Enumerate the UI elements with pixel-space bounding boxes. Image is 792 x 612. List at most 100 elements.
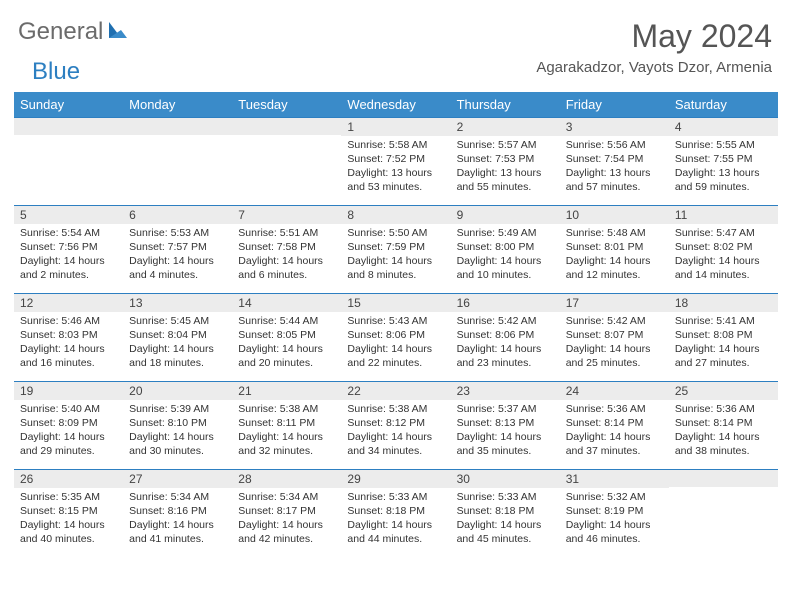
day-number: 17 (560, 293, 669, 312)
daylight-text: Daylight: 14 hours and 14 minutes. (675, 255, 772, 283)
sunrise-text: Sunrise: 5:50 AM (347, 227, 444, 241)
calendar-day-cell: 23Sunrise: 5:37 AMSunset: 8:13 PMDayligh… (451, 381, 560, 469)
daylight-text: Daylight: 13 hours and 53 minutes. (347, 167, 444, 195)
brand-logo: General (14, 18, 131, 46)
sunrise-text: Sunrise: 5:37 AM (457, 403, 554, 417)
day-details: Sunrise: 5:38 AMSunset: 8:12 PMDaylight:… (341, 400, 450, 462)
day-details: Sunrise: 5:42 AMSunset: 8:07 PMDaylight:… (560, 312, 669, 374)
day-details: Sunrise: 5:34 AMSunset: 8:16 PMDaylight:… (123, 488, 232, 550)
day-number: 5 (14, 205, 123, 224)
calendar-day-cell: 13Sunrise: 5:45 AMSunset: 8:04 PMDayligh… (123, 293, 232, 381)
day-number: 3 (560, 117, 669, 136)
day-details: Sunrise: 5:42 AMSunset: 8:06 PMDaylight:… (451, 312, 560, 374)
daylight-text: Daylight: 14 hours and 27 minutes. (675, 343, 772, 371)
calendar-day-cell: 16Sunrise: 5:42 AMSunset: 8:06 PMDayligh… (451, 293, 560, 381)
day-details: Sunrise: 5:40 AMSunset: 8:09 PMDaylight:… (14, 400, 123, 462)
empty-daynum (123, 117, 232, 135)
title-block: May 2024 Agarakadzor, Vayots Dzor, Armen… (536, 18, 778, 76)
day-details: Sunrise: 5:57 AMSunset: 7:53 PMDaylight:… (451, 136, 560, 198)
daylight-text: Daylight: 14 hours and 29 minutes. (20, 431, 117, 459)
daylight-text: Daylight: 13 hours and 59 minutes. (675, 167, 772, 195)
calendar-day-cell: 4Sunrise: 5:55 AMSunset: 7:55 PMDaylight… (669, 117, 778, 205)
empty-daynum (669, 469, 778, 487)
day-details: Sunrise: 5:34 AMSunset: 8:17 PMDaylight:… (232, 488, 341, 550)
calendar-day-cell: 11Sunrise: 5:47 AMSunset: 8:02 PMDayligh… (669, 205, 778, 293)
daylight-text: Daylight: 14 hours and 4 minutes. (129, 255, 226, 283)
day-details: Sunrise: 5:41 AMSunset: 8:08 PMDaylight:… (669, 312, 778, 374)
brand-sail-icon (107, 20, 129, 45)
daylight-text: Daylight: 14 hours and 8 minutes. (347, 255, 444, 283)
day-number: 19 (14, 381, 123, 400)
sunset-text: Sunset: 8:14 PM (566, 417, 663, 431)
day-number: 6 (123, 205, 232, 224)
calendar-empty-cell (123, 117, 232, 205)
calendar-day-cell: 15Sunrise: 5:43 AMSunset: 8:06 PMDayligh… (341, 293, 450, 381)
weekday-header: Thursday (451, 92, 560, 117)
brand-text-2: Blue (32, 58, 80, 86)
calendar-day-cell: 8Sunrise: 5:50 AMSunset: 7:59 PMDaylight… (341, 205, 450, 293)
calendar-day-cell: 3Sunrise: 5:56 AMSunset: 7:54 PMDaylight… (560, 117, 669, 205)
sunset-text: Sunset: 8:04 PM (129, 329, 226, 343)
day-number: 24 (560, 381, 669, 400)
calendar-day-cell: 26Sunrise: 5:35 AMSunset: 8:15 PMDayligh… (14, 469, 123, 557)
day-number: 23 (451, 381, 560, 400)
daylight-text: Daylight: 14 hours and 40 minutes. (20, 519, 117, 547)
sunrise-text: Sunrise: 5:38 AM (238, 403, 335, 417)
sunset-text: Sunset: 8:16 PM (129, 505, 226, 519)
sunset-text: Sunset: 8:08 PM (675, 329, 772, 343)
calendar-day-cell: 5Sunrise: 5:54 AMSunset: 7:56 PMDaylight… (14, 205, 123, 293)
daylight-text: Daylight: 14 hours and 6 minutes. (238, 255, 335, 283)
sunset-text: Sunset: 7:58 PM (238, 241, 335, 255)
sunset-text: Sunset: 8:03 PM (20, 329, 117, 343)
daylight-text: Daylight: 14 hours and 20 minutes. (238, 343, 335, 371)
daylight-text: Daylight: 14 hours and 2 minutes. (20, 255, 117, 283)
sunset-text: Sunset: 8:05 PM (238, 329, 335, 343)
sunrise-text: Sunrise: 5:41 AM (675, 315, 772, 329)
day-details: Sunrise: 5:36 AMSunset: 8:14 PMDaylight:… (669, 400, 778, 462)
sunset-text: Sunset: 7:54 PM (566, 153, 663, 167)
sunrise-text: Sunrise: 5:40 AM (20, 403, 117, 417)
day-number: 13 (123, 293, 232, 312)
day-number: 12 (14, 293, 123, 312)
day-number: 7 (232, 205, 341, 224)
sunset-text: Sunset: 8:17 PM (238, 505, 335, 519)
calendar-week-row: 1Sunrise: 5:58 AMSunset: 7:52 PMDaylight… (14, 117, 778, 205)
day-number: 26 (14, 469, 123, 488)
day-details: Sunrise: 5:53 AMSunset: 7:57 PMDaylight:… (123, 224, 232, 286)
sunrise-text: Sunrise: 5:33 AM (347, 491, 444, 505)
sunrise-text: Sunrise: 5:42 AM (566, 315, 663, 329)
calendar-day-cell: 30Sunrise: 5:33 AMSunset: 8:18 PMDayligh… (451, 469, 560, 557)
weekday-header: Friday (560, 92, 669, 117)
sunset-text: Sunset: 8:14 PM (675, 417, 772, 431)
day-details: Sunrise: 5:35 AMSunset: 8:15 PMDaylight:… (14, 488, 123, 550)
sunset-text: Sunset: 7:55 PM (675, 153, 772, 167)
calendar-day-cell: 31Sunrise: 5:32 AMSunset: 8:19 PMDayligh… (560, 469, 669, 557)
sunset-text: Sunset: 8:18 PM (347, 505, 444, 519)
calendar-day-cell: 29Sunrise: 5:33 AMSunset: 8:18 PMDayligh… (341, 469, 450, 557)
sunset-text: Sunset: 7:53 PM (457, 153, 554, 167)
sunrise-text: Sunrise: 5:55 AM (675, 139, 772, 153)
weekday-header: Sunday (14, 92, 123, 117)
calendar-day-cell: 6Sunrise: 5:53 AMSunset: 7:57 PMDaylight… (123, 205, 232, 293)
calendar-table: SundayMondayTuesdayWednesdayThursdayFrid… (14, 92, 778, 557)
day-number: 27 (123, 469, 232, 488)
sunrise-text: Sunrise: 5:36 AM (566, 403, 663, 417)
day-number: 30 (451, 469, 560, 488)
daylight-text: Daylight: 13 hours and 57 minutes. (566, 167, 663, 195)
day-details: Sunrise: 5:37 AMSunset: 8:13 PMDaylight:… (451, 400, 560, 462)
day-number: 18 (669, 293, 778, 312)
daylight-text: Daylight: 14 hours and 18 minutes. (129, 343, 226, 371)
calendar-week-row: 19Sunrise: 5:40 AMSunset: 8:09 PMDayligh… (14, 381, 778, 469)
daylight-text: Daylight: 14 hours and 30 minutes. (129, 431, 226, 459)
calendar-empty-cell (232, 117, 341, 205)
sunset-text: Sunset: 8:11 PM (238, 417, 335, 431)
day-details: Sunrise: 5:48 AMSunset: 8:01 PMDaylight:… (560, 224, 669, 286)
daylight-text: Daylight: 14 hours and 46 minutes. (566, 519, 663, 547)
empty-daynum (14, 117, 123, 135)
page-title: May 2024 (536, 18, 772, 55)
sunset-text: Sunset: 8:00 PM (457, 241, 554, 255)
calendar-day-cell: 2Sunrise: 5:57 AMSunset: 7:53 PMDaylight… (451, 117, 560, 205)
sunrise-text: Sunrise: 5:58 AM (347, 139, 444, 153)
day-details: Sunrise: 5:51 AMSunset: 7:58 PMDaylight:… (232, 224, 341, 286)
sunset-text: Sunset: 7:52 PM (347, 153, 444, 167)
